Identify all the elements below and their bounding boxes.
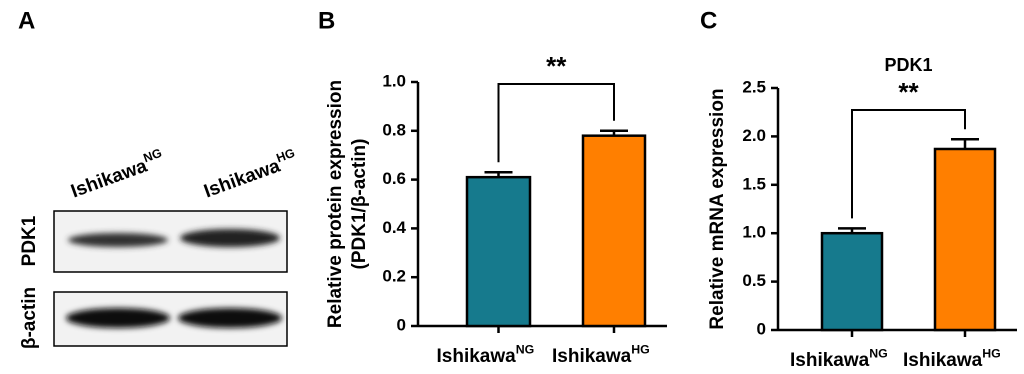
- label-sup: HG: [275, 146, 297, 165]
- panel-letter: C: [700, 7, 717, 34]
- y-axis-label: (PDK1/β-actin): [349, 139, 370, 270]
- label-sup: NG: [516, 343, 535, 357]
- y-tick-label: 0.6: [382, 169, 406, 188]
- significance-label: **: [898, 77, 919, 107]
- label: IshikawaHG: [200, 146, 300, 202]
- label-sup: HG: [982, 347, 1001, 361]
- y-tick-label: 0.2: [382, 267, 406, 286]
- y-axis-label: Relative protein expression: [325, 80, 346, 328]
- significance-label: **: [546, 51, 567, 81]
- y-tick-label: 1.0: [742, 223, 766, 242]
- y-axis-label: Relative mRNA expression: [707, 88, 728, 329]
- y-tick-label: 0: [757, 319, 766, 338]
- y-tick-label: 0.4: [382, 218, 406, 237]
- bar: [822, 233, 882, 330]
- bar: [935, 149, 995, 330]
- label-main: Ishikawa: [790, 350, 870, 371]
- label: IshikawaNG: [790, 347, 888, 371]
- label-sup: HG: [631, 343, 650, 357]
- label: IshikawaNG: [437, 343, 535, 367]
- label-main: Ishikawa: [201, 155, 283, 202]
- band: [66, 308, 170, 328]
- label-main: Ishikawa: [437, 346, 517, 367]
- band: [180, 229, 280, 247]
- row-label: PDK1: [19, 215, 40, 266]
- band: [178, 308, 282, 328]
- label-main: Ishikawa: [552, 346, 632, 367]
- y-tick-label: 2.5: [742, 77, 766, 96]
- y-tick-label: 0: [397, 315, 406, 334]
- y-tick-label: 1.5: [742, 174, 766, 193]
- label-main: Ishikawa: [68, 155, 150, 202]
- figure: A IshikawaNGIshikawaHGPDK1β-actinBRelati…: [0, 0, 1024, 374]
- panel-letter: A: [18, 7, 35, 34]
- chart-title: PDK1: [884, 55, 932, 75]
- bar: [467, 177, 530, 326]
- label: IshikawaNG: [67, 146, 167, 202]
- row-label: β-actin: [19, 287, 40, 349]
- y-tick-label: 1.0: [382, 71, 406, 90]
- band: [68, 233, 168, 247]
- y-tick-label: 0.5: [742, 271, 766, 290]
- label: IshikawaHG: [552, 343, 650, 367]
- label-sup: NG: [142, 146, 164, 165]
- bar: [583, 136, 645, 326]
- y-tick-label: 2.0: [742, 126, 766, 145]
- y-tick-label: 0.8: [382, 120, 406, 139]
- label: IshikawaHG: [903, 347, 1001, 371]
- label-main: Ishikawa: [903, 350, 983, 371]
- panel-letter: B: [318, 7, 335, 34]
- label-sup: NG: [869, 347, 888, 361]
